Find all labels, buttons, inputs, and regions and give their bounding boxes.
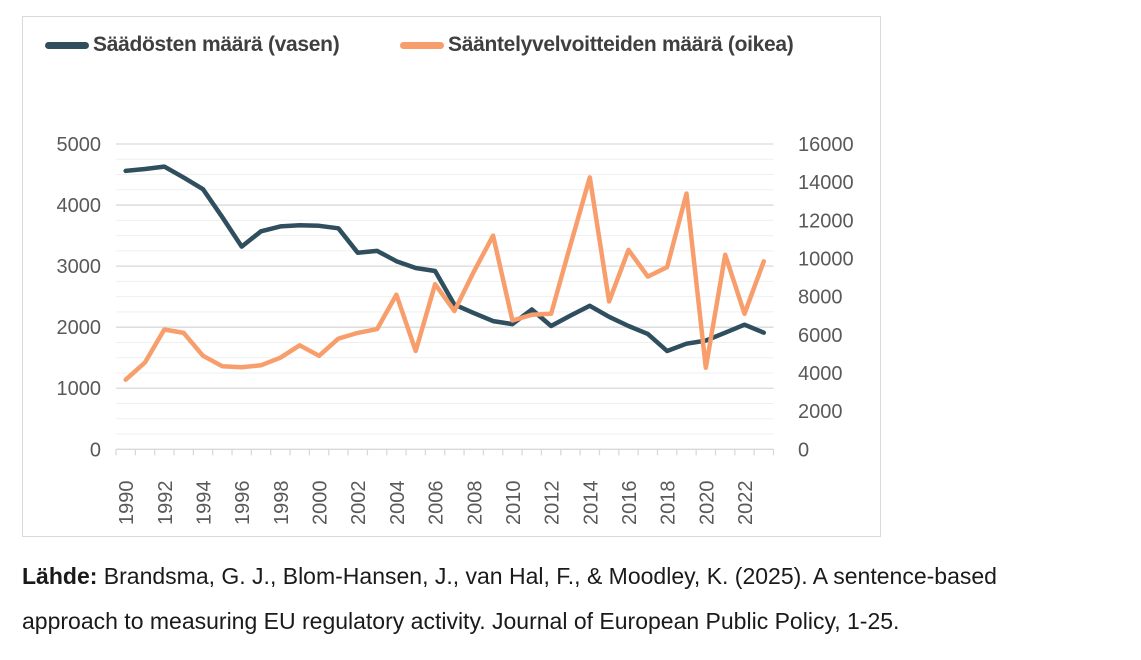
- caption-line-2: approach to measuring EU regulatory acti…: [22, 608, 900, 634]
- plot-svg: 0 1000 2000 3000 4000 5000 0 2000 4000 6000 8000 10…: [57, 134, 854, 526]
- left-axis-tick-label: 1000: [57, 378, 102, 400]
- x-axis-tick-label: 2000: [310, 481, 332, 526]
- right-axis-tick-label: 4000: [798, 363, 843, 385]
- x-axis-tick-label: 1998: [271, 481, 293, 526]
- x-axis-tick-label: 2016: [619, 481, 641, 526]
- x-axis-tick-label: 1992: [155, 481, 177, 526]
- x-axis-tick-label: 2010: [503, 481, 525, 526]
- x-axis-tick-label: 2006: [426, 481, 448, 526]
- left-axis-tick-label: 3000: [57, 256, 102, 278]
- right-axis-tick-label: 12000: [798, 210, 854, 232]
- left-axis-tick-label: 4000: [57, 195, 102, 217]
- series-line-saadosten: [123, 164, 767, 354]
- legend-label-saadosten: Säädösten määrä (vasen): [93, 33, 340, 56]
- right-axis-tick-label: 10000: [798, 248, 854, 270]
- caption: Lähde: Brandsma, G. J., Blom-Hansen, J.,…: [22, 554, 1107, 644]
- legend-line-swatch-saantelyvelvoitteiden: [400, 41, 444, 49]
- right-axis-tick-label: 2000: [798, 401, 843, 423]
- left-axis-tick-label: 5000: [57, 134, 102, 156]
- x-axis-tick-label: 2018: [658, 481, 680, 526]
- legend-line-swatch-saadosten: [45, 41, 89, 49]
- left-axis-tick-label: 2000: [57, 317, 102, 339]
- chart-legend: Säädösten määrä (vasen) Sääntelyvelvoitt…: [23, 33, 880, 63]
- legend-item-saantelyvelvoitteiden[interactable]: Sääntelyvelvoitteiden määrä (oikea): [400, 33, 794, 57]
- right-axis-tick-label: 16000: [798, 134, 854, 156]
- right-axis-tick-label: 0: [798, 439, 809, 461]
- right-axis-tick-label: 14000: [798, 172, 854, 194]
- x-axis-tick-label: 2020: [696, 481, 718, 526]
- left-axis-tick-label: 0: [90, 439, 101, 461]
- caption-source-label: Lähde:: [22, 563, 98, 589]
- x-axis-tick-label: 2002: [348, 481, 370, 526]
- x-axis-tick-label: 2012: [542, 481, 564, 526]
- x-axis-tick-label: 1994: [194, 481, 216, 526]
- legend-item-saadosten[interactable]: Säädösten määrä (vasen): [45, 33, 340, 57]
- x-axis-tick-label: 2014: [580, 481, 602, 526]
- x-axis-tick-label: 1996: [232, 481, 254, 526]
- chart-frame: 0 1000 2000 3000 4000 5000 0 2000 4000 6000 8000 10…: [22, 16, 881, 537]
- caption-line-1: Lähde: Brandsma, G. J., Blom-Hansen, J.,…: [22, 554, 1107, 599]
- legend-label-saantelyvelvoitteiden: Sääntelyvelvoitteiden määrä (oikea): [448, 33, 794, 56]
- x-axis-tick-label: 2008: [464, 481, 486, 526]
- x-axis-tick-label: 2022: [735, 481, 757, 526]
- x-axis-tick-label: 2004: [387, 481, 409, 526]
- x-axis-tick-label: 1990: [116, 481, 138, 526]
- caption-line-1-text: Brandsma, G. J., Blom-Hansen, J., van Ha…: [97, 563, 997, 589]
- right-axis-tick-label: 6000: [798, 325, 843, 347]
- right-axis-tick-label: 8000: [798, 287, 843, 309]
- series-line-saantelyvelvoitteiden: [123, 175, 767, 382]
